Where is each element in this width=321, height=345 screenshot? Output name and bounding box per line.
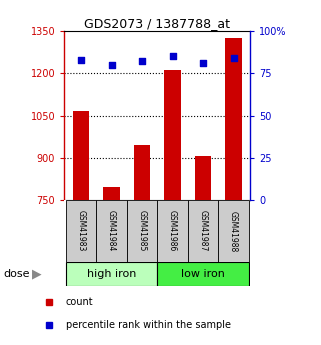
- Bar: [103, 187, 120, 200]
- Bar: [157, 262, 249, 286]
- Text: percentile rank within the sample: percentile rank within the sample: [66, 320, 231, 330]
- Text: GSM41987: GSM41987: [199, 210, 208, 252]
- Text: count: count: [66, 297, 93, 307]
- Bar: [218, 200, 249, 262]
- Point: [78, 57, 83, 62]
- Bar: [66, 200, 96, 262]
- Text: high iron: high iron: [87, 269, 136, 279]
- Bar: [188, 200, 218, 262]
- Text: GSM41984: GSM41984: [107, 210, 116, 252]
- Point: [139, 59, 144, 64]
- Text: low iron: low iron: [181, 269, 225, 279]
- Bar: [195, 156, 212, 200]
- Bar: [157, 200, 188, 262]
- Point: [170, 53, 175, 59]
- Text: GSM41983: GSM41983: [76, 210, 85, 252]
- Bar: [96, 200, 127, 262]
- Point: [109, 62, 114, 68]
- Bar: [134, 145, 151, 200]
- Bar: [225, 38, 242, 200]
- Text: GSM41988: GSM41988: [229, 210, 238, 252]
- Point: [231, 55, 236, 61]
- Text: GSM41986: GSM41986: [168, 210, 177, 252]
- Title: GDS2073 / 1387788_at: GDS2073 / 1387788_at: [84, 17, 230, 30]
- Text: GSM41985: GSM41985: [137, 210, 146, 252]
- Bar: [127, 200, 157, 262]
- Text: dose: dose: [3, 269, 30, 279]
- Text: ▶: ▶: [32, 268, 42, 281]
- Bar: [164, 70, 181, 200]
- Bar: [73, 111, 89, 200]
- Bar: [66, 262, 157, 286]
- Point: [201, 60, 206, 66]
